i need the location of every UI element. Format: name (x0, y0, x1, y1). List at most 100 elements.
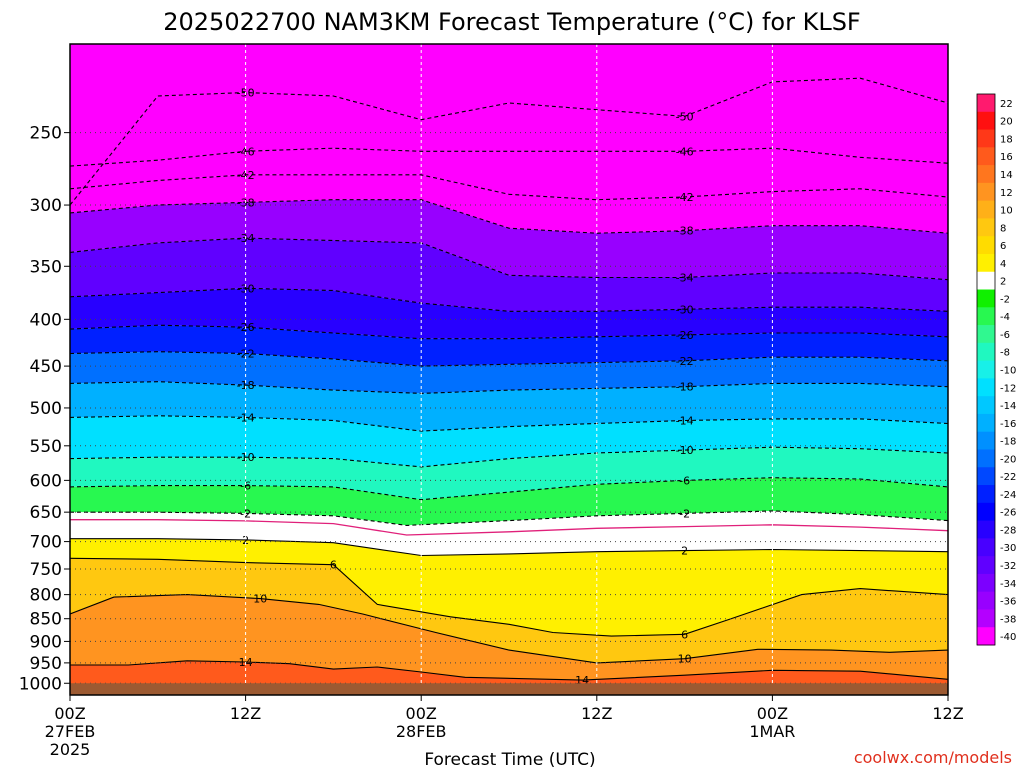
temp-band-4 (70, 199, 948, 280)
colorbar-label-14: -8 (1000, 348, 1010, 359)
temp-band-2 (70, 148, 948, 200)
colorbar-label-12: -4 (1000, 312, 1010, 323)
colorbar-swatch-0 (977, 94, 995, 113)
colorbar-swatch-7 (977, 218, 995, 237)
y-tick-label-350: 350 (30, 257, 62, 277)
x-tick-label-3: 12Z (581, 704, 612, 723)
contour-line-0 (70, 77, 948, 206)
contour-label-8-1: -18 (676, 381, 694, 394)
x-tick-label-2: 00Z (406, 704, 437, 723)
colorbar-label-4: 14 (1000, 170, 1013, 181)
colorbar-label-5: 12 (1000, 188, 1013, 199)
colorbar-label-1: 20 (1000, 117, 1013, 128)
contour-label-1-1: -46 (676, 145, 694, 158)
temp-band-16 (70, 594, 948, 681)
x-tick-year-0: 2025 (50, 740, 91, 759)
colorbar-frame (976, 93, 996, 646)
contour-label-1-0: -46 (237, 145, 255, 158)
colorbar-label-2: 18 (1000, 134, 1013, 145)
colorbar-swatch-5 (977, 182, 995, 202)
colorbar-label-10: 2 (1000, 277, 1006, 288)
colorbar-label-17: -14 (1000, 401, 1016, 412)
contour-label-7-1: -22 (676, 355, 694, 368)
colorbar-label-6: 10 (1000, 206, 1013, 217)
colorbar-swatch-26 (977, 556, 995, 575)
credit-text: coolwx.com/models (854, 748, 1012, 767)
y-tick-label-750: 750 (30, 560, 62, 580)
colorbar-swatch-10 (977, 271, 995, 291)
temp-band-8 (70, 351, 948, 394)
colorbar-label-13: -6 (1000, 330, 1010, 341)
y-tick-label-800: 800 (30, 586, 62, 606)
contour-label-14-0: 6 (330, 559, 337, 572)
colorbar-label-7: 8 (1000, 223, 1006, 234)
y-tick-label-400: 400 (30, 310, 62, 330)
temp-band-3 (70, 174, 948, 234)
colorbar-swatch-27 (977, 573, 995, 593)
x-axis-label: Forecast Time (UTC) (424, 750, 595, 768)
colorbar-swatch-4 (977, 165, 995, 184)
contour-label-15-0: 10 (253, 593, 267, 606)
colorbar-swatch-6 (977, 200, 995, 219)
temp-band-12 (70, 477, 948, 526)
colorbar-swatch-2 (977, 129, 995, 148)
colorbar-swatch-8 (977, 236, 995, 255)
colorbar-label-30: -40 (1000, 632, 1016, 643)
y-tick-label-900: 900 (30, 632, 62, 652)
y-tick-label-250: 250 (30, 124, 62, 144)
contour-label-2-1: -42 (676, 191, 694, 204)
contour-label-10-1: -10 (676, 444, 694, 457)
y-tick-label-850: 850 (30, 610, 62, 630)
y-tick-label-500: 500 (30, 399, 62, 419)
contour-line-4 (70, 237, 948, 281)
colorbar-label-20: -20 (1000, 454, 1016, 465)
colorbar-swatch-23 (977, 502, 995, 522)
colorbar-label-22: -24 (1000, 490, 1016, 501)
colorbar-label-9: 4 (1000, 259, 1006, 270)
y-tick-label-950: 950 (30, 654, 62, 674)
x-tick-label-4: 00Z (757, 704, 788, 723)
y-tick-label-650: 650 (30, 503, 62, 523)
colorbar-swatch-17 (977, 396, 995, 415)
chart-title: 2025022700 NAM3KM Forecast Temperature (… (163, 8, 860, 36)
contour-label-4-1: -34 (676, 271, 694, 284)
contour-line-16 (70, 660, 948, 681)
colorbar-swatch-15 (977, 360, 995, 379)
temp-band-14 (70, 538, 948, 637)
contour-label-9-1: -14 (676, 414, 694, 427)
x-tick-label-1: 12Z (230, 704, 261, 723)
x-tick-date-4: 1MAR (749, 722, 795, 741)
colorbar-swatch-28 (977, 591, 995, 610)
colorbar-label-29: -38 (1000, 614, 1016, 625)
y-tick-label-450: 450 (30, 357, 62, 377)
colorbar-label-16: -12 (1000, 383, 1016, 394)
contour-label-14-1: 6 (681, 628, 688, 641)
x-tick-date-2: 28FEB (396, 722, 447, 741)
colorbar-swatch-22 (977, 485, 995, 504)
y-tick-label-300: 300 (30, 196, 62, 216)
temp-band-11 (70, 447, 948, 500)
contour-label-11-0: -6 (240, 480, 251, 493)
colorbar-swatch-1 (977, 111, 995, 131)
contour-label-12-1: -2 (679, 507, 690, 520)
temp-band-10 (70, 415, 948, 467)
contour-label-0-1: -50 (676, 110, 694, 123)
colorbar-label-18: -16 (1000, 419, 1016, 430)
plot-frame (69, 43, 949, 696)
temp-band-1 (70, 78, 948, 205)
colorbar-swatch-21 (977, 467, 995, 486)
contour-label-13-1: 2 (681, 545, 688, 558)
y-tick-label-600: 600 (30, 471, 62, 491)
colorbar-swatch-11 (977, 289, 995, 308)
contour-label-15-1: 10 (678, 653, 692, 666)
colorbar-swatch-25 (977, 538, 995, 557)
contour-label-13-0: 2 (242, 534, 249, 547)
x-tick-label-0: 00Z (54, 704, 85, 723)
ground-surface (70, 683, 948, 695)
y-tick-label-700: 700 (30, 533, 62, 553)
colorbar-swatch-14 (977, 342, 995, 362)
colorbar-label-24: -28 (1000, 525, 1016, 536)
colorbar-label-11: -2 (1000, 294, 1010, 305)
